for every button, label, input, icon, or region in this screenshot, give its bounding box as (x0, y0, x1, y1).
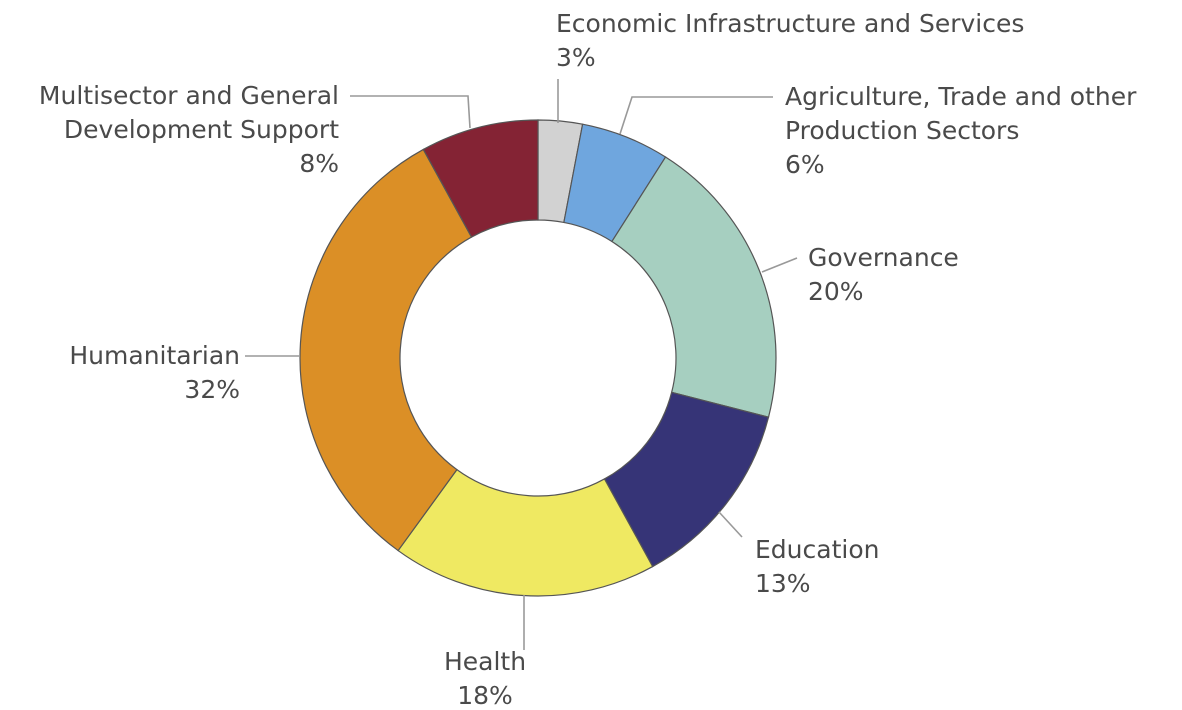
leader-line-agriculture-trade-and-other (619, 96, 773, 135)
leader-line-governance (761, 257, 798, 273)
slice-health (397, 468, 654, 597)
slice-label-multisector-and-general-line-2: Development Support (64, 115, 339, 144)
leader-line-multisector-and-general (350, 95, 471, 129)
donut-slices (299, 119, 777, 597)
leader-lines (245, 79, 798, 650)
pct-label-agriculture-trade-and-other: 6% (785, 150, 825, 179)
slice-labels: Economic Infrastructure and Services 3% Ag… (39, 9, 1137, 710)
slice-multisector-and-general (422, 119, 539, 238)
slice-label-agriculture-trade-and-other-line-1: Agriculture, Trade and other (785, 82, 1137, 111)
pct-label-governance: 20% (808, 277, 864, 306)
leader-line-education (718, 511, 743, 538)
pct-label-multisector-and-general: 8% (299, 149, 339, 178)
pct-label-humanitarian: 32% (184, 375, 240, 404)
slice-label-multisector-and-general-line-1: Multisector and General (39, 81, 339, 110)
slice-label-education: Education (755, 535, 879, 564)
pct-label-economic-infrastructure-and-services: 3% (556, 43, 596, 72)
slice-label-humanitarian: Humanitarian (69, 341, 240, 370)
pct-label-education: 13% (755, 569, 811, 598)
pct-label-health: 18% (457, 681, 513, 710)
slice-governance (611, 156, 777, 418)
slice-humanitarian (299, 148, 473, 552)
slice-label-governance: Governance (808, 243, 959, 272)
slice-label-agriculture-trade-and-other-line-2: Production Sectors (785, 116, 1019, 145)
slice-label-health: Health (444, 647, 526, 676)
slice-label-economic-infrastructure-and-services: Economic Infrastructure and Services (556, 9, 1024, 38)
